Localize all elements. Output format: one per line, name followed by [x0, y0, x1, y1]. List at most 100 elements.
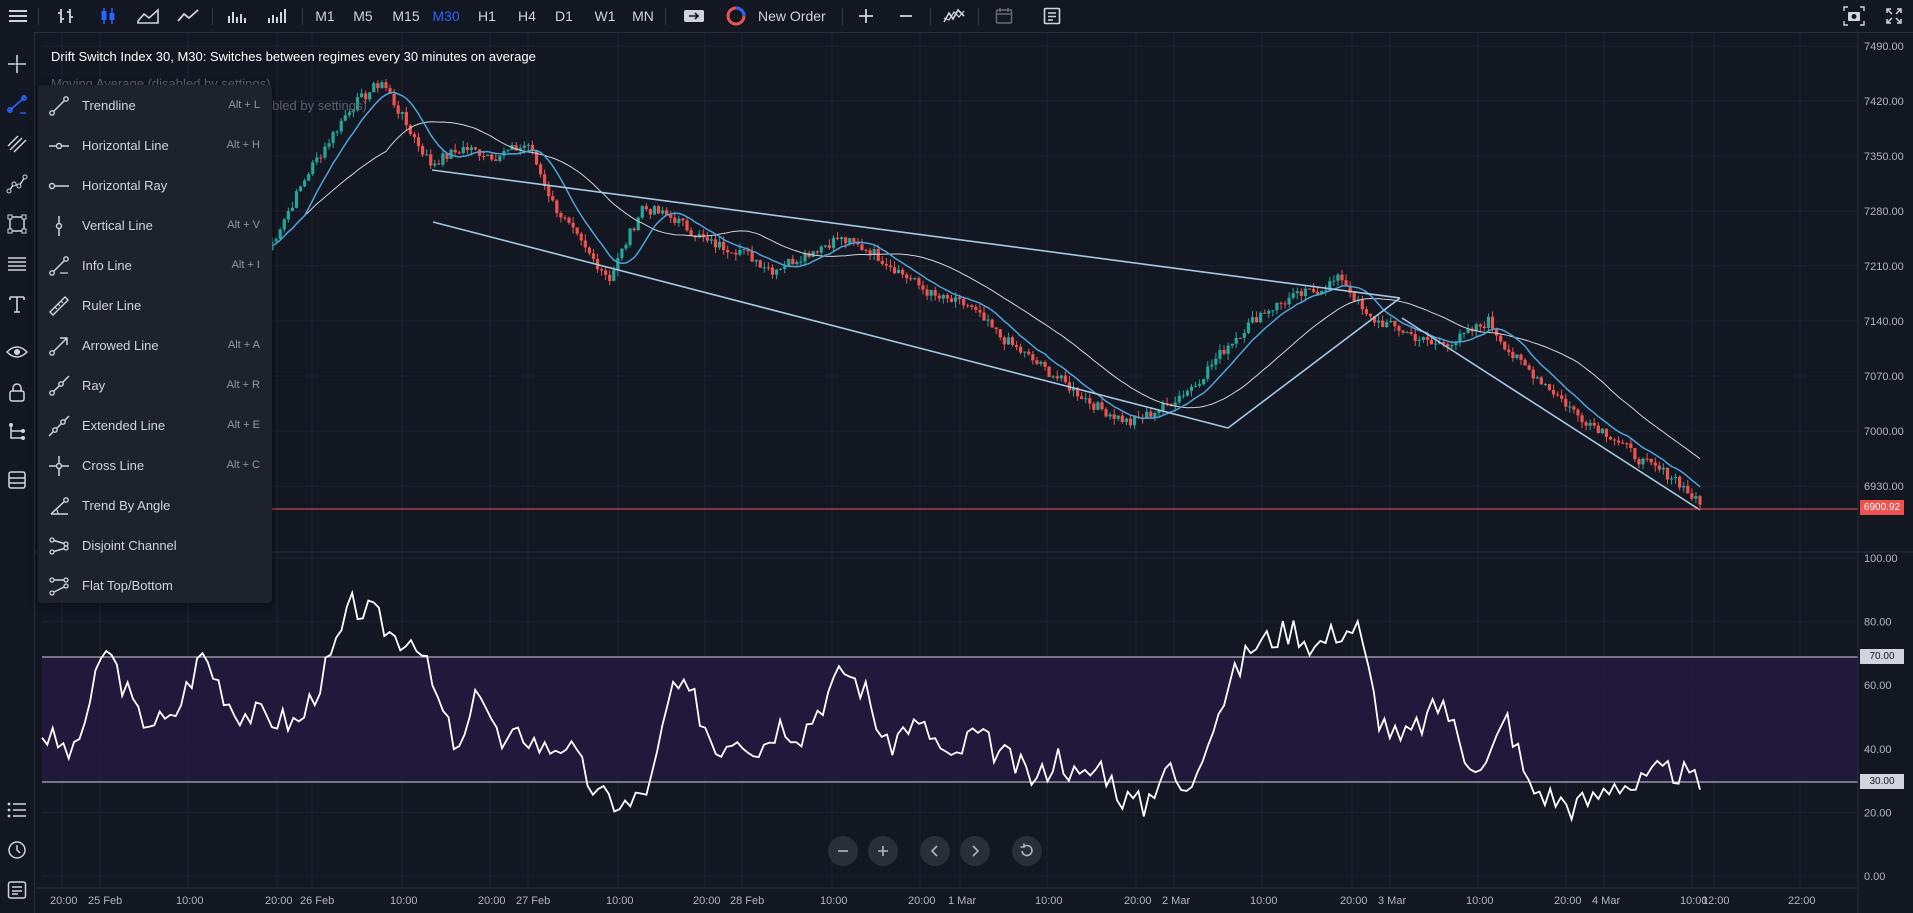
candle-body [872, 249, 876, 255]
reset-chart-button[interactable] [1012, 836, 1042, 866]
new-order-button[interactable]: New Order [726, 0, 850, 32]
candle-body [396, 105, 400, 114]
zoom-out-icon[interactable] [892, 0, 920, 32]
area-chart-icon[interactable] [134, 0, 162, 32]
candle-body [555, 200, 559, 214]
shapes-tool-icon[interactable] [0, 208, 34, 240]
candle-body [1494, 328, 1499, 336]
histogram-icon[interactable] [222, 0, 250, 32]
candle-body [1515, 354, 1519, 359]
candle-body [376, 83, 380, 89]
candle-body [1295, 291, 1299, 294]
indicators-icon[interactable] [940, 0, 968, 32]
fibonacci-tool-icon[interactable] [0, 248, 34, 280]
candle-body [1401, 330, 1405, 333]
candle-body [1328, 281, 1332, 290]
scroll-left-button[interactable] [920, 836, 950, 866]
menu-item-ray[interactable]: Ray Alt + R [38, 365, 272, 405]
menu-item-vertical-line[interactable]: Vertical Line Alt + V [38, 205, 272, 245]
candle-body [1596, 425, 1600, 434]
candle-body [502, 151, 506, 156]
trendline-tool-icon[interactable] [0, 88, 34, 120]
menu-item-label: Horizontal Ray [82, 177, 168, 193]
menu-item-horizontal-line[interactable]: Horizontal Line Alt + H [38, 125, 272, 165]
menu-item-arrowed-line[interactable]: Arrowed Line Alt + A [38, 325, 272, 365]
line-chart-icon[interactable] [174, 0, 202, 32]
candle-body [921, 285, 925, 290]
ray-icon [49, 375, 70, 396]
menu-item-cross-line[interactable]: Cross Line Alt + C [38, 445, 272, 485]
volume-icon[interactable] [262, 0, 290, 32]
candle-body [1645, 458, 1649, 460]
candle-body [388, 88, 392, 94]
timeframe-h1[interactable]: H1 [478, 8, 496, 24]
templates-icon[interactable] [0, 464, 34, 496]
zoom-in-button[interactable] [868, 836, 898, 866]
menu-item-ruler-line[interactable]: Ruler Line [38, 285, 272, 325]
candle-body [1649, 458, 1653, 463]
object-tree-icon[interactable] [0, 416, 34, 448]
timeframe-w1[interactable]: W1 [594, 8, 616, 24]
menu-item-horizontal-ray[interactable]: Horizontal Ray [38, 165, 272, 205]
crosshair-icon[interactable] [0, 48, 34, 80]
candle-body [498, 155, 502, 161]
zoom-in-icon[interactable] [852, 0, 880, 32]
menu-item-info-line[interactable]: Info Line Alt + I [38, 245, 272, 285]
account-panel-icon[interactable] [0, 874, 34, 906]
horizontal-ray-icon [48, 182, 69, 190]
candle-body [392, 93, 396, 106]
calendar-icon[interactable] [990, 0, 1018, 32]
menu-item-label: Extended Line [82, 417, 166, 433]
candle-body [331, 132, 335, 144]
fullscreen-icon[interactable] [1880, 0, 1908, 32]
timeframe-m5[interactable]: M5 [353, 8, 373, 24]
timeframe-m1[interactable]: M1 [315, 8, 335, 24]
timeframe-d1[interactable]: D1 [555, 8, 573, 24]
price-axis-label: 7210.00 [1864, 261, 1904, 273]
candle-body [1092, 403, 1096, 410]
timeframe-mn[interactable]: MN [632, 8, 654, 24]
one-click-trading-icon[interactable] [680, 0, 708, 32]
bar-chart-icon[interactable] [52, 0, 80, 32]
candle-body [1177, 395, 1181, 403]
watchlist-icon[interactable] [0, 794, 34, 826]
candle-body [490, 154, 494, 160]
candle-body [811, 251, 815, 257]
candle-body [1661, 467, 1665, 470]
timeframe-m30[interactable]: M30 [432, 8, 460, 24]
rsi-band [42, 657, 1858, 782]
visibility-icon[interactable] [0, 336, 34, 368]
candle-body [868, 250, 872, 255]
candle-body [815, 251, 819, 253]
chart-title: Drift Switch Index 30, M30: Switches bet… [51, 49, 536, 64]
candle-body [298, 186, 303, 192]
menu-item-extended-line[interactable]: Extended Line Alt + E [38, 405, 272, 445]
timeframe-h4[interactable]: H4 [518, 8, 536, 24]
path-tool-icon[interactable] [0, 168, 34, 200]
lock-icon[interactable] [0, 376, 34, 408]
candle-body [1499, 335, 1503, 342]
channel-tool-icon[interactable] [0, 128, 34, 160]
menu-item-disjoint-channel[interactable]: Disjoint Channel [38, 525, 272, 565]
zoom-out-button[interactable] [828, 836, 858, 866]
candle-body [327, 143, 331, 147]
indicator-legend-2[interactable]: (disabled by settings) [244, 98, 367, 113]
candles-chart-icon[interactable] [94, 0, 122, 32]
candle-body [986, 319, 990, 321]
candle-body [608, 274, 612, 281]
timeframe-m15[interactable]: M15 [392, 8, 420, 24]
menu-item-trend-by-angle[interactable]: Trend By Angle [38, 485, 272, 525]
menu-item-flat-top-bottom[interactable]: Flat Top/Bottom [38, 565, 272, 605]
text-tool-icon[interactable] [0, 288, 34, 320]
candle-body [1389, 320, 1393, 323]
menu-item-trendline[interactable]: Trendline Alt + L [38, 85, 272, 125]
notes-icon[interactable] [1038, 0, 1066, 32]
new-order-icon [726, 6, 746, 26]
screenshot-icon[interactable] [1840, 0, 1868, 32]
menu-icon[interactable] [4, 0, 32, 32]
history-icon[interactable] [0, 834, 34, 866]
candle-body [1031, 354, 1035, 361]
scroll-right-button[interactable] [960, 836, 990, 866]
candle-body [1446, 343, 1450, 347]
